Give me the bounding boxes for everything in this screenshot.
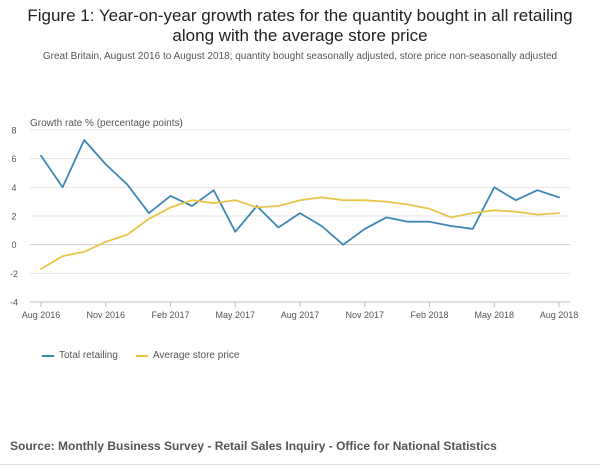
data-point-average-store-price: [148, 218, 150, 220]
legend-swatch-total-retailing: [42, 354, 54, 357]
source-note: Source: Monthly Business Survey - Retail…: [10, 439, 497, 453]
data-point-average-store-price: [169, 206, 171, 208]
chart-subtitle: Great Britain, August 2016 to August 201…: [42, 51, 558, 62]
data-point-average-store-price: [256, 206, 258, 208]
legend-label-total-retailing: Total retailing: [59, 350, 118, 361]
y-tick-label: 0: [11, 240, 16, 250]
data-point-average-store-price: [191, 199, 193, 201]
data-point-average-store-price: [536, 213, 538, 215]
data-point-average-store-price: [40, 268, 42, 270]
data-point-total-retailing: [169, 195, 171, 197]
x-tick-label: Aug 2016: [22, 310, 61, 320]
data-point-average-store-price: [212, 202, 214, 204]
data-point-total-retailing: [40, 155, 42, 157]
data-point-total-retailing: [105, 163, 107, 165]
data-point-average-store-price: [61, 255, 63, 257]
x-tick-label: Nov 2017: [345, 310, 384, 320]
data-point-total-retailing: [536, 189, 538, 191]
data-point-average-store-price: [493, 209, 495, 211]
x-tick-label: May 2018: [474, 310, 514, 320]
data-point-total-retailing: [191, 205, 193, 207]
data-point-total-retailing: [83, 139, 85, 141]
data-point-average-store-price: [126, 233, 128, 235]
data-point-total-retailing: [61, 186, 63, 188]
data-point-total-retailing: [277, 226, 279, 228]
data-point-average-store-price: [299, 199, 301, 201]
line-chart: Growth rate % (percentage points) -4 -2 0 2 4…: [10, 118, 579, 320]
data-point-average-store-price: [450, 216, 452, 218]
data-point-average-store-price: [385, 200, 387, 202]
bottom-divider: [0, 464, 600, 465]
data-point-total-retailing: [299, 212, 301, 214]
y-axis-title: Growth rate % (percentage points): [30, 118, 183, 129]
data-point-average-store-price: [105, 241, 107, 243]
data-point-total-retailing: [234, 231, 236, 233]
data-point-average-store-price: [277, 205, 279, 207]
chart-legend: Total retailing Average store price: [42, 350, 257, 361]
data-point-total-retailing: [428, 221, 430, 223]
data-point-total-retailing: [385, 216, 387, 218]
chart-title-line-2: along with the average store price: [172, 26, 428, 45]
data-point-total-retailing: [212, 189, 214, 191]
data-point-total-retailing: [320, 225, 322, 227]
chart-title-line-1: Figure 1: Year-on-year growth rates for …: [27, 6, 573, 25]
data-point-average-store-price: [407, 203, 409, 205]
chart-title: Figure 1: Year-on-year growth rates for …: [0, 6, 600, 46]
data-point-total-retailing: [450, 225, 452, 227]
data-point-total-retailing: [342, 243, 344, 245]
data-point-average-store-price: [428, 208, 430, 210]
x-tick-label: Aug 2017: [281, 310, 320, 320]
data-point-average-store-price: [558, 212, 560, 214]
data-point-average-store-price: [515, 211, 517, 213]
data-point-average-store-price: [320, 196, 322, 198]
data-point-total-retailing: [364, 228, 366, 230]
legend-item-average-store-price[interactable]: Average store price: [135, 350, 240, 361]
data-point-total-retailing: [471, 228, 473, 230]
x-tick-label: Nov 2016: [86, 310, 125, 320]
y-tick-label: -4: [10, 298, 18, 308]
data-point-average-store-price: [83, 251, 85, 253]
data-point-total-retailing: [148, 212, 150, 214]
x-tick-label: May 2017: [215, 310, 255, 320]
data-point-average-store-price: [471, 212, 473, 214]
x-tick-label: Aug 2018: [540, 310, 579, 320]
x-tick-label: Feb 2018: [410, 310, 448, 320]
data-point-total-retailing: [493, 186, 495, 188]
y-tick-label: 2: [11, 212, 16, 222]
data-point-total-retailing: [558, 196, 560, 198]
y-tick-label: 8: [11, 126, 16, 136]
data-point-total-retailing: [515, 199, 517, 201]
x-tick-label: Feb 2017: [151, 310, 189, 320]
y-tick-label: -2: [10, 269, 18, 279]
data-point-average-store-price: [364, 199, 366, 201]
legend-swatch-average-store-price: [135, 354, 148, 357]
legend-label-average-store-price: Average store price: [152, 350, 240, 361]
data-point-average-store-price: [234, 199, 236, 201]
data-point-total-retailing: [407, 221, 409, 223]
series-line-total-retailing: [40, 139, 560, 246]
data-point-average-store-price: [342, 199, 344, 201]
series-line-average-store-price: [40, 196, 560, 270]
data-point-total-retailing: [126, 183, 128, 185]
y-tick-label: 4: [11, 183, 16, 193]
y-tick-label: 6: [11, 154, 16, 164]
legend-item-total-retailing[interactable]: Total retailing: [42, 350, 118, 361]
